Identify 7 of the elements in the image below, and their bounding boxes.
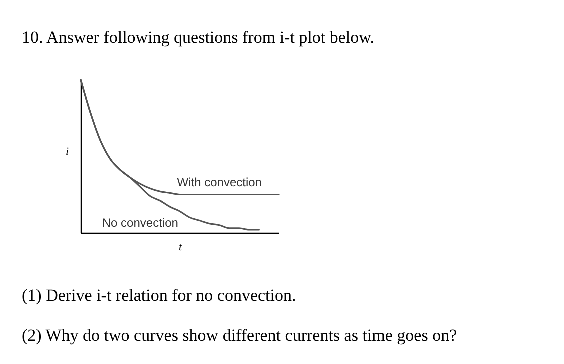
series-label: No convection [102, 216, 178, 230]
y-axis-title: i [66, 146, 70, 158]
chart-title: 10. Answer following questions from i-t plot below. [22, 28, 375, 48]
text: (2) Why do two curves show different currents as time goes on? [22, 326, 458, 346]
text: (1) Derive i-t relation for no convection. [22, 286, 296, 306]
series-label: With convection [177, 176, 262, 190]
x-axis-title: t [178, 242, 183, 254]
